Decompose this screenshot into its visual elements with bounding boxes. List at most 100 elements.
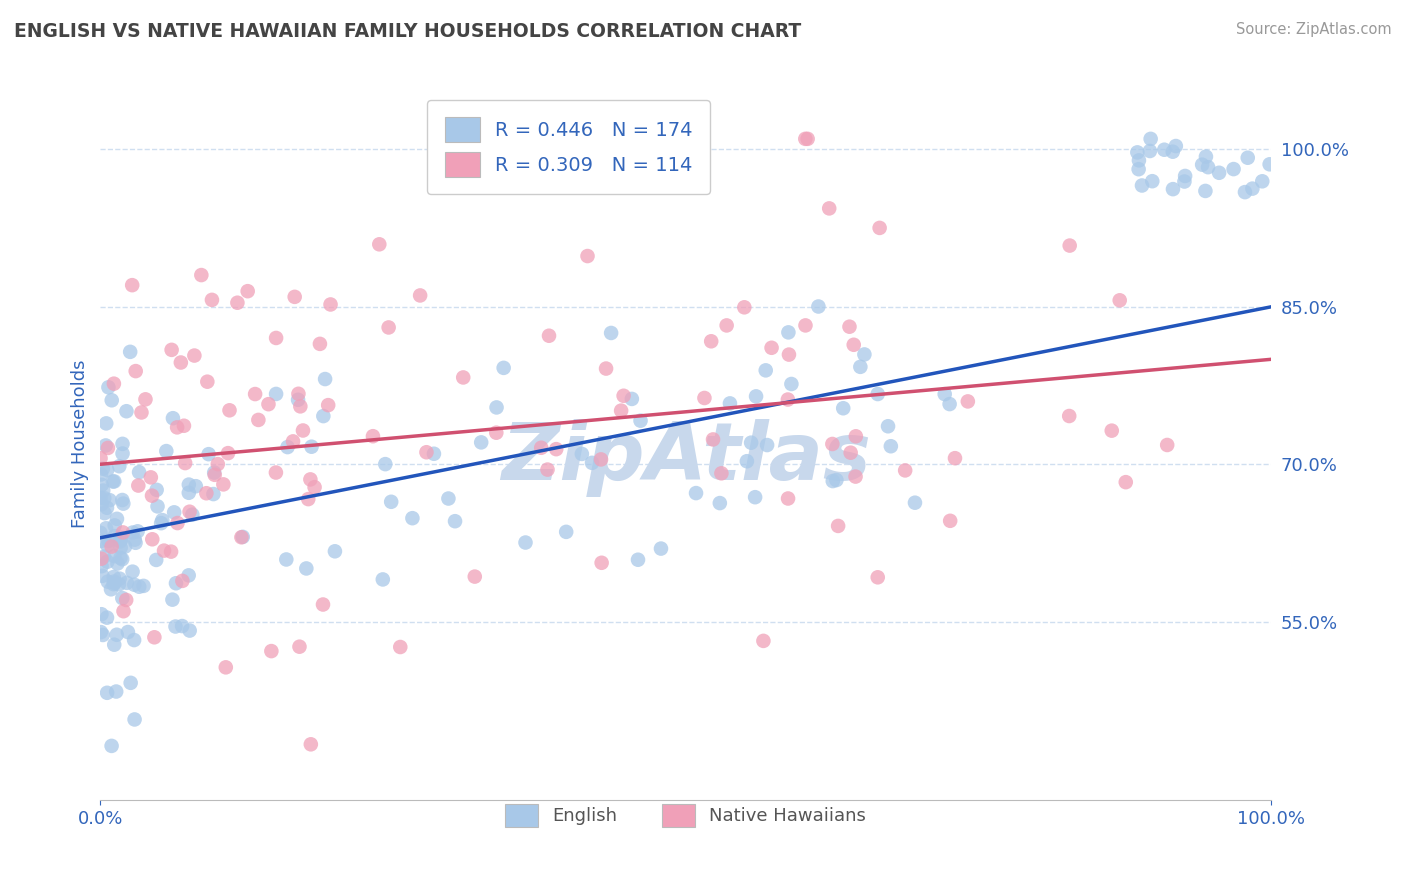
Point: [821, 437, 844, 451]
Point: [110, 533, 132, 547]
Point: [740, 435, 762, 450]
Point: [177, 568, 200, 582]
Point: [111, 525, 134, 540]
Point: [276, 552, 298, 566]
Point: [530, 441, 553, 455]
Point: [934, 387, 956, 401]
Point: [314, 372, 336, 386]
Point: [96, 610, 118, 624]
Point: [93, 491, 115, 505]
Point: [877, 419, 900, 434]
Point: [93, 506, 115, 520]
Point: [536, 462, 558, 476]
Point: [1130, 178, 1153, 193]
Point: [1057, 409, 1080, 423]
Point: [150, 516, 173, 531]
Point: [409, 288, 432, 302]
Point: [1222, 162, 1244, 177]
Point: [776, 392, 799, 407]
Point: [904, 496, 927, 510]
Point: [299, 472, 322, 486]
Point: [515, 535, 537, 549]
Point: [309, 337, 332, 351]
Point: [1161, 145, 1184, 159]
Point: [778, 348, 800, 362]
Point: [745, 389, 768, 403]
Point: [172, 619, 194, 633]
Point: [371, 573, 394, 587]
Point: [304, 480, 326, 494]
Point: [794, 132, 817, 146]
Point: [94, 438, 117, 452]
Point: [264, 466, 287, 480]
Point: [127, 478, 149, 492]
Point: [368, 237, 391, 252]
Point: [91, 628, 114, 642]
Text: Source: ZipAtlas.com: Source: ZipAtlas.com: [1236, 22, 1392, 37]
Point: [1208, 166, 1230, 180]
Point: [377, 320, 399, 334]
Point: [108, 459, 131, 474]
Point: [1173, 175, 1195, 189]
Point: [162, 592, 184, 607]
Point: [115, 593, 138, 607]
Point: [177, 485, 200, 500]
Point: [103, 475, 125, 489]
Point: [115, 404, 138, 418]
Point: [111, 493, 134, 508]
Point: [1236, 151, 1258, 165]
Point: [1164, 139, 1187, 153]
Point: [1191, 158, 1213, 172]
Point: [98, 493, 121, 508]
Point: [1197, 160, 1219, 174]
Point: [938, 397, 960, 411]
Point: [319, 297, 342, 311]
Point: [105, 684, 128, 698]
Point: [103, 577, 125, 591]
Point: [796, 132, 818, 146]
Point: [172, 574, 194, 588]
Point: [591, 556, 613, 570]
Point: [295, 561, 318, 575]
Point: [807, 300, 830, 314]
Point: [415, 445, 437, 459]
Point: [794, 318, 817, 333]
Point: [1251, 174, 1274, 188]
Point: [776, 491, 799, 506]
Point: [312, 409, 335, 423]
Point: [132, 579, 155, 593]
Point: [1233, 185, 1256, 199]
Point: [108, 572, 131, 586]
Point: [264, 331, 287, 345]
Point: [146, 500, 169, 514]
Point: [195, 375, 218, 389]
Point: [112, 604, 135, 618]
Point: [165, 576, 187, 591]
Point: [576, 249, 599, 263]
Point: [103, 638, 125, 652]
Point: [100, 739, 122, 753]
Point: [181, 508, 204, 522]
Legend: English, Native Hawaiians: English, Native Hawaiians: [498, 797, 873, 834]
Point: [121, 565, 143, 579]
Point: [845, 429, 868, 443]
Point: [100, 540, 122, 554]
Point: [190, 268, 212, 282]
Point: [125, 364, 148, 378]
Point: [121, 278, 143, 293]
Point: [96, 538, 118, 552]
Point: [202, 466, 225, 480]
Point: [104, 576, 127, 591]
Point: [1142, 174, 1164, 188]
Point: [131, 405, 153, 419]
Point: [287, 386, 309, 401]
Point: [827, 519, 849, 533]
Point: [464, 569, 486, 583]
Point: [90, 625, 112, 640]
Point: [120, 344, 142, 359]
Point: [1101, 424, 1123, 438]
Point: [226, 295, 249, 310]
Point: [97, 380, 120, 394]
Point: [111, 437, 134, 451]
Point: [90, 451, 112, 466]
